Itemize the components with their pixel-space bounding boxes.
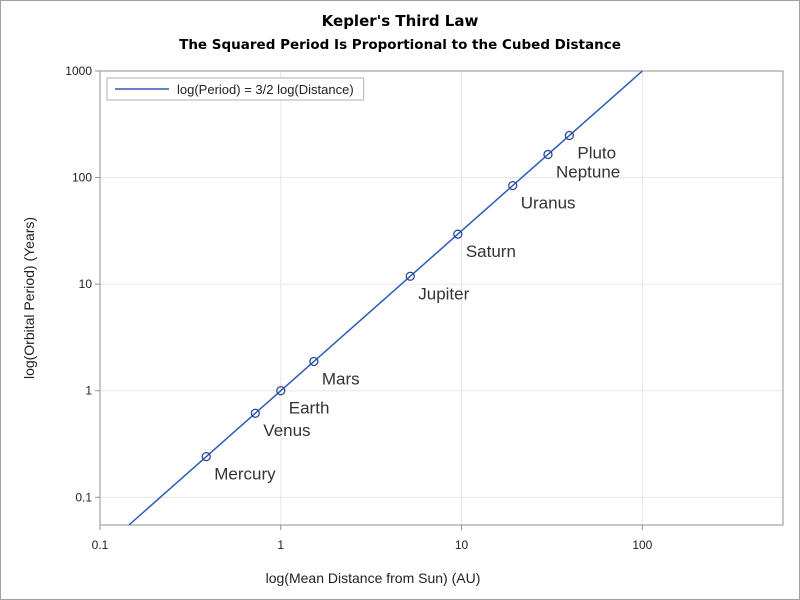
y-tick-label: 0.1 bbox=[75, 490, 92, 504]
x-tick-label: 1 bbox=[277, 538, 284, 552]
data-label-pluto: Pluto bbox=[577, 144, 616, 163]
data-point-jupiter bbox=[405, 271, 415, 281]
chart-subtitle: The Squared Period Is Proportional to th… bbox=[179, 37, 621, 53]
data-label-saturn: Saturn bbox=[466, 242, 516, 261]
data-label-neptune: Neptune bbox=[556, 162, 620, 181]
data-label-venus: Venus bbox=[263, 421, 310, 440]
y-tick-label: 10 bbox=[79, 277, 93, 291]
data-label-jupiter: Jupiter bbox=[418, 284, 469, 303]
data-point-neptune bbox=[543, 149, 553, 160]
x-tick-label: 0.1 bbox=[92, 538, 109, 552]
y-tick-label: 1 bbox=[85, 384, 92, 398]
y-tick-label: 1000 bbox=[65, 64, 92, 78]
y-axis-ticks: 0.1 1 10 100 1000 bbox=[65, 64, 100, 504]
legend: log(Period) = 3/2 log(Distance) bbox=[106, 77, 365, 101]
x-axis-label: log(Mean Distance from Sun) (AU) bbox=[266, 570, 481, 586]
data-point-mars bbox=[309, 356, 319, 367]
legend-entry: log(Period) = 3/2 log(Distance) bbox=[177, 82, 354, 97]
x-axis-ticks: 0.1 1 10 100 bbox=[92, 525, 653, 552]
data-point-uranus bbox=[508, 180, 518, 191]
x-tick-label: 10 bbox=[455, 538, 469, 552]
data-point-earth bbox=[276, 386, 286, 396]
x-tick-label: 100 bbox=[632, 538, 652, 552]
data-label-earth: Earth bbox=[289, 399, 330, 418]
data-point-mercury bbox=[201, 451, 211, 462]
fit-line bbox=[128, 70, 643, 526]
y-tick-label: 100 bbox=[72, 171, 92, 185]
y-axis-label: log(Orbital Period) (Years) bbox=[21, 217, 37, 379]
legend-box bbox=[106, 77, 365, 101]
data-point-saturn bbox=[453, 229, 463, 239]
data-point-pluto bbox=[564, 130, 575, 141]
data-point-venus bbox=[250, 408, 260, 418]
data-label-mars: Mars bbox=[322, 370, 360, 389]
data-label-mercury: Mercury bbox=[214, 465, 276, 484]
data-series: Mercury Venus Earth Mars Jupiter Saturn Uranus… bbox=[128, 70, 643, 526]
plot-area bbox=[99, 70, 784, 526]
data-label-uranus: Uranus bbox=[521, 194, 576, 213]
chart-title: Kepler's Third Law bbox=[321, 12, 479, 30]
